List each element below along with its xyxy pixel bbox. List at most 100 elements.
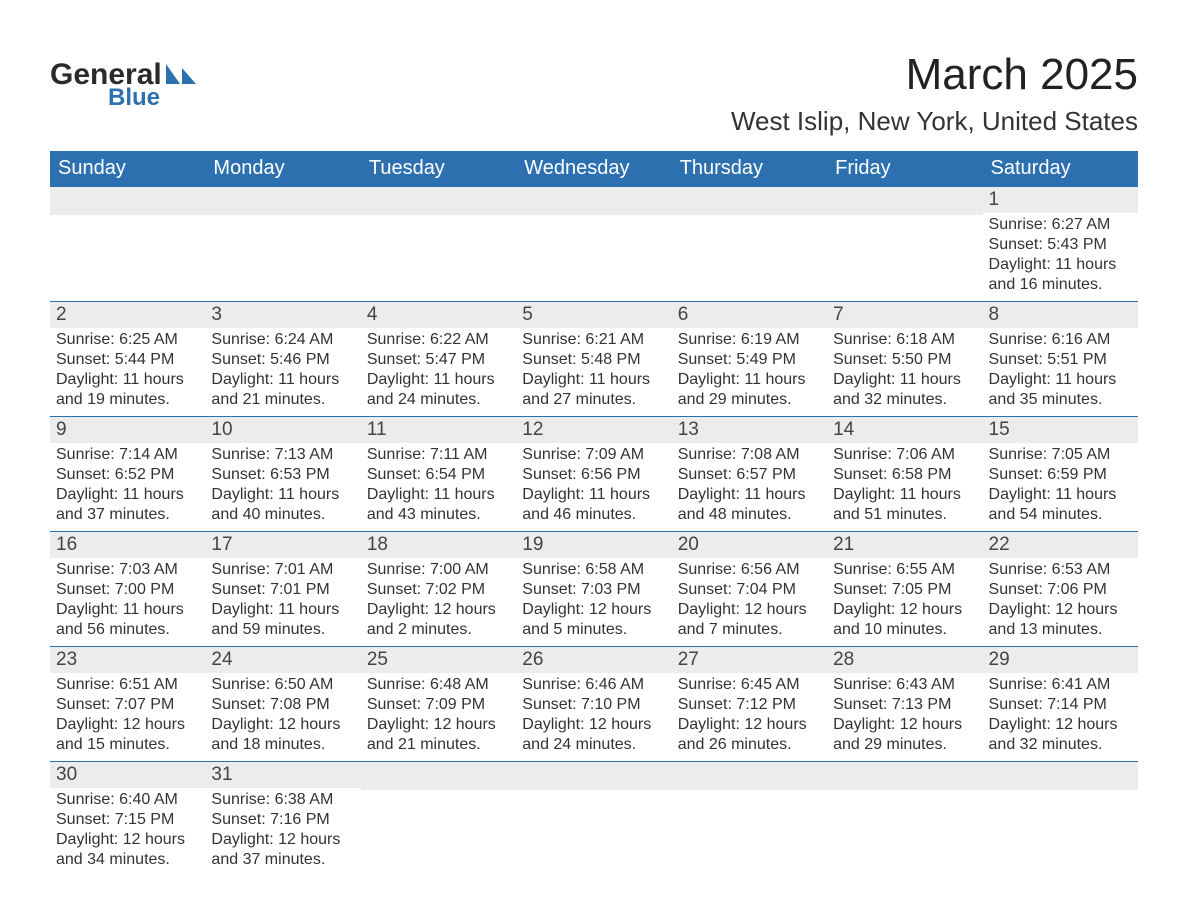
calendar-cell: 4Sunrise: 6:22 AMSunset: 5:47 PMDaylight… [361, 302, 516, 417]
sunset-text: Sunset: 7:10 PM [522, 695, 665, 715]
day-number: 17 [205, 532, 360, 558]
day-number: 6 [672, 302, 827, 328]
calendar-cell [516, 762, 671, 877]
day-number [672, 187, 827, 215]
daylight-text: Daylight: 12 hours and 29 minutes. [833, 715, 976, 755]
sunrise-text: Sunrise: 6:51 AM [56, 675, 199, 695]
calendar-cell: 5Sunrise: 6:21 AMSunset: 5:48 PMDaylight… [516, 302, 671, 417]
day-content [516, 790, 671, 858]
day-number: 30 [50, 762, 205, 788]
daylight-text: Daylight: 12 hours and 5 minutes. [522, 600, 665, 640]
day-header: Saturday [983, 151, 1138, 187]
day-number: 4 [361, 302, 516, 328]
daylight-text: Daylight: 12 hours and 15 minutes. [56, 715, 199, 755]
day-content: Sunrise: 6:53 AMSunset: 7:06 PMDaylight:… [983, 558, 1138, 646]
day-content [361, 790, 516, 858]
sunrise-text: Sunrise: 7:11 AM [367, 445, 510, 465]
day-number: 31 [205, 762, 360, 788]
sunrise-text: Sunrise: 6:45 AM [678, 675, 821, 695]
day-content: Sunrise: 7:14 AMSunset: 6:52 PMDaylight:… [50, 443, 205, 531]
day-header-row: SundayMondayTuesdayWednesdayThursdayFrid… [50, 151, 1138, 187]
sunrise-text: Sunrise: 6:50 AM [211, 675, 354, 695]
sunset-text: Sunset: 7:01 PM [211, 580, 354, 600]
day-number: 19 [516, 532, 671, 558]
calendar-week: 1Sunrise: 6:27 AMSunset: 5:43 PMDaylight… [50, 187, 1138, 302]
sunset-text: Sunset: 6:53 PM [211, 465, 354, 485]
day-content: Sunrise: 6:38 AMSunset: 7:16 PMDaylight:… [205, 788, 360, 876]
day-content [205, 215, 360, 283]
day-content [516, 215, 671, 283]
day-number: 15 [983, 417, 1138, 443]
calendar-cell [983, 762, 1138, 877]
sunrise-text: Sunrise: 6:43 AM [833, 675, 976, 695]
day-content [827, 215, 982, 283]
sunset-text: Sunset: 5:43 PM [989, 235, 1132, 255]
sunset-text: Sunset: 5:49 PM [678, 350, 821, 370]
sunrise-text: Sunrise: 6:22 AM [367, 330, 510, 350]
day-number: 16 [50, 532, 205, 558]
calendar-cell: 15Sunrise: 7:05 AMSunset: 6:59 PMDayligh… [983, 417, 1138, 532]
calendar-cell: 16Sunrise: 7:03 AMSunset: 7:00 PMDayligh… [50, 532, 205, 647]
day-content: Sunrise: 6:50 AMSunset: 7:08 PMDaylight:… [205, 673, 360, 761]
day-number: 8 [983, 302, 1138, 328]
logo-text-sub: Blue [108, 86, 196, 110]
sunrise-text: Sunrise: 6:48 AM [367, 675, 510, 695]
calendar-cell [516, 187, 671, 302]
calendar-cell: 29Sunrise: 6:41 AMSunset: 7:14 PMDayligh… [983, 647, 1138, 762]
day-number [827, 187, 982, 215]
daylight-text: Daylight: 11 hours and 32 minutes. [833, 370, 976, 410]
calendar-cell [361, 187, 516, 302]
day-number [983, 762, 1138, 790]
day-number: 28 [827, 647, 982, 673]
day-content: Sunrise: 7:06 AMSunset: 6:58 PMDaylight:… [827, 443, 982, 531]
daylight-text: Daylight: 11 hours and 27 minutes. [522, 370, 665, 410]
day-content: Sunrise: 6:48 AMSunset: 7:09 PMDaylight:… [361, 673, 516, 761]
sunrise-text: Sunrise: 6:55 AM [833, 560, 976, 580]
day-content: Sunrise: 6:43 AMSunset: 7:13 PMDaylight:… [827, 673, 982, 761]
daylight-text: Daylight: 11 hours and 56 minutes. [56, 600, 199, 640]
calendar-cell: 30Sunrise: 6:40 AMSunset: 7:15 PMDayligh… [50, 762, 205, 877]
daylight-text: Daylight: 12 hours and 32 minutes. [989, 715, 1132, 755]
day-number [672, 762, 827, 790]
day-content: Sunrise: 6:56 AMSunset: 7:04 PMDaylight:… [672, 558, 827, 646]
sunrise-text: Sunrise: 6:46 AM [522, 675, 665, 695]
daylight-text: Daylight: 11 hours and 43 minutes. [367, 485, 510, 525]
sunrise-text: Sunrise: 6:18 AM [833, 330, 976, 350]
sunset-text: Sunset: 5:47 PM [367, 350, 510, 370]
calendar-cell [827, 187, 982, 302]
day-number: 27 [672, 647, 827, 673]
header: General Blue March 2025 West Islip, New … [50, 50, 1138, 151]
day-content: Sunrise: 7:00 AMSunset: 7:02 PMDaylight:… [361, 558, 516, 646]
day-content: Sunrise: 6:55 AMSunset: 7:05 PMDaylight:… [827, 558, 982, 646]
day-content [672, 215, 827, 283]
calendar-cell: 19Sunrise: 6:58 AMSunset: 7:03 PMDayligh… [516, 532, 671, 647]
sunrise-text: Sunrise: 6:38 AM [211, 790, 354, 810]
day-number: 18 [361, 532, 516, 558]
sunrise-text: Sunrise: 6:40 AM [56, 790, 199, 810]
sunset-text: Sunset: 7:08 PM [211, 695, 354, 715]
day-content [827, 790, 982, 858]
sunset-text: Sunset: 6:54 PM [367, 465, 510, 485]
day-number: 25 [361, 647, 516, 673]
calendar-cell [205, 187, 360, 302]
day-content [983, 790, 1138, 858]
sunset-text: Sunset: 7:05 PM [833, 580, 976, 600]
sunrise-text: Sunrise: 6:16 AM [989, 330, 1132, 350]
sunrise-text: Sunrise: 7:05 AM [989, 445, 1132, 465]
daylight-text: Daylight: 11 hours and 21 minutes. [211, 370, 354, 410]
day-number: 24 [205, 647, 360, 673]
sunrise-text: Sunrise: 7:03 AM [56, 560, 199, 580]
calendar-cell: 14Sunrise: 7:06 AMSunset: 6:58 PMDayligh… [827, 417, 982, 532]
sunrise-text: Sunrise: 6:56 AM [678, 560, 821, 580]
day-header: Wednesday [516, 151, 671, 187]
calendar-cell [672, 762, 827, 877]
calendar-cell: 18Sunrise: 7:00 AMSunset: 7:02 PMDayligh… [361, 532, 516, 647]
day-content: Sunrise: 6:21 AMSunset: 5:48 PMDaylight:… [516, 328, 671, 416]
sunrise-text: Sunrise: 6:53 AM [989, 560, 1132, 580]
day-number: 23 [50, 647, 205, 673]
calendar-cell: 31Sunrise: 6:38 AMSunset: 7:16 PMDayligh… [205, 762, 360, 877]
sunrise-text: Sunrise: 7:13 AM [211, 445, 354, 465]
day-number [361, 762, 516, 790]
day-header: Friday [827, 151, 982, 187]
day-content: Sunrise: 7:08 AMSunset: 6:57 PMDaylight:… [672, 443, 827, 531]
